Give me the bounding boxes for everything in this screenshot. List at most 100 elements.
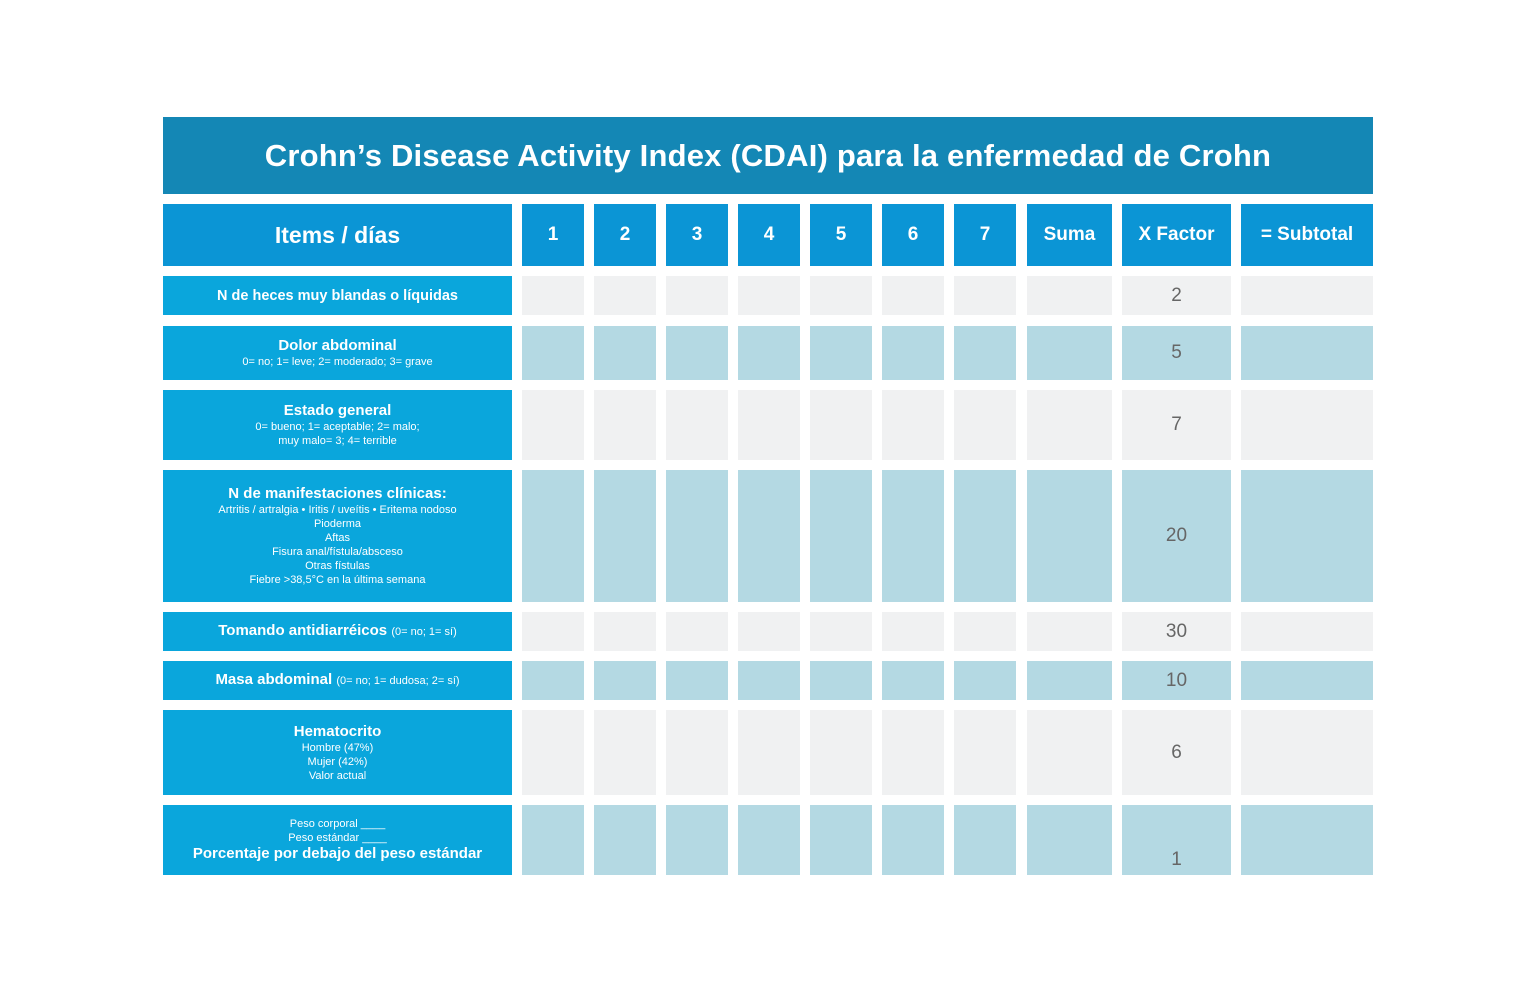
day-7-input-cell[interactable] (954, 710, 1016, 795)
row-title-text: Masa abdominal (215, 671, 333, 688)
row-sublabel: Pioderma (313, 518, 362, 530)
day-6-input-cell[interactable] (882, 710, 944, 795)
day-5-input-cell[interactable] (810, 326, 872, 380)
subtotal-cell[interactable] (1241, 326, 1373, 380)
day-2-input-cell[interactable] (594, 710, 656, 795)
day-1-input-cell[interactable] (522, 710, 584, 795)
day-4-input-cell[interactable] (738, 326, 800, 380)
row-title-text: Hematocrito (293, 722, 382, 740)
day-5-input-cell[interactable] (810, 710, 872, 795)
day-5-input-cell[interactable] (810, 470, 872, 602)
row-title-text: N de manifestaciones clínicas: (228, 485, 447, 502)
day-7-input-cell[interactable] (954, 612, 1016, 651)
day-3-input-cell[interactable] (666, 661, 728, 700)
day-4-input-cell[interactable] (738, 612, 800, 651)
suma-cell[interactable] (1027, 470, 1112, 602)
row-sublabel: Artritis / artralgia • Iritis / uveítis … (218, 504, 457, 516)
subtotal-cell[interactable] (1241, 470, 1373, 602)
day-7-input-cell[interactable] (954, 661, 1016, 700)
day-6-input-cell[interactable] (882, 390, 944, 460)
header-day-7: 7 (954, 204, 1016, 266)
row-sublabel: Peso estándar ____ (288, 832, 387, 844)
day-1-input-cell[interactable] (522, 276, 584, 315)
row-sublabel: 0= no; 1= leve; 2= moderado; 3= grave (242, 356, 433, 368)
day-7-input-cell[interactable] (954, 390, 1016, 460)
day-6-input-cell[interactable] (882, 276, 944, 315)
row-title-text: Tomando antidiarréicos (218, 622, 388, 639)
suma-cell[interactable] (1027, 612, 1112, 651)
day-1-input-cell[interactable] (522, 661, 584, 700)
header-suma: Suma (1027, 204, 1112, 266)
factor-value: 20 (1122, 470, 1231, 602)
subtotal-cell[interactable] (1241, 710, 1373, 795)
day-4-input-cell[interactable] (738, 661, 800, 700)
day-1-input-cell[interactable] (522, 470, 584, 602)
day-7-input-cell[interactable] (954, 276, 1016, 315)
day-5-input-cell[interactable] (810, 612, 872, 651)
row-sublabel: Mujer (42%) (307, 755, 368, 768)
row-title-text: N de heces muy blandas o líquidas (217, 287, 458, 304)
suma-cell[interactable] (1027, 390, 1112, 460)
day-7-input-cell[interactable] (954, 470, 1016, 602)
day-3-input-cell[interactable] (666, 710, 728, 795)
day-3-input-cell[interactable] (666, 276, 728, 315)
day-2-input-cell[interactable] (594, 276, 656, 315)
row-sublabel: Otras fístulas (305, 560, 370, 572)
row-label: N de manifestaciones clínicas: Artritis /… (163, 470, 512, 602)
suma-cell[interactable] (1027, 710, 1112, 795)
suma-cell[interactable] (1027, 805, 1112, 875)
day-2-input-cell[interactable] (594, 390, 656, 460)
subtotal-cell[interactable] (1241, 390, 1373, 460)
day-2-input-cell[interactable] (594, 326, 656, 380)
day-3-input-cell[interactable] (666, 470, 728, 602)
header-items: Items / días (163, 204, 512, 266)
suma-cell[interactable] (1027, 661, 1112, 700)
day-6-input-cell[interactable] (882, 326, 944, 380)
day-3-input-cell[interactable] (666, 390, 728, 460)
day-4-input-cell[interactable] (738, 710, 800, 795)
day-5-input-cell[interactable] (810, 661, 872, 700)
header-day-4: 4 (738, 204, 800, 266)
row-sublabel: Fiebre >38,5°C en la última semana (249, 574, 426, 586)
factor-value: 5 (1122, 326, 1231, 380)
day-3-input-cell[interactable] (666, 612, 728, 651)
subtotal-cell[interactable] (1241, 276, 1373, 315)
factor-value: 1 (1122, 805, 1231, 875)
row-title-text: Porcentaje por debajo del peso estándar (192, 845, 483, 862)
row-sublabel: muy malo= 3; 4= terrible (278, 435, 397, 447)
day-7-input-cell[interactable] (954, 326, 1016, 380)
row-label: Dolor abdominal 0= no; 1= leve; 2= modera… (163, 326, 512, 380)
day-7-input-cell[interactable] (954, 805, 1016, 875)
day-4-input-cell[interactable] (738, 470, 800, 602)
day-1-input-cell[interactable] (522, 805, 584, 875)
factor-value: 6 (1122, 710, 1231, 795)
day-2-input-cell[interactable] (594, 470, 656, 602)
day-4-input-cell[interactable] (738, 805, 800, 875)
row-title: N de manifestaciones clínicas: (228, 485, 446, 503)
day-4-input-cell[interactable] (738, 390, 800, 460)
subtotal-cell[interactable] (1241, 612, 1373, 651)
day-6-input-cell[interactable] (882, 805, 944, 875)
day-1-input-cell[interactable] (522, 390, 584, 460)
suma-cell[interactable] (1027, 276, 1112, 315)
day-5-input-cell[interactable] (810, 276, 872, 315)
day-1-input-cell[interactable] (522, 326, 584, 380)
day-6-input-cell[interactable] (882, 470, 944, 602)
day-3-input-cell[interactable] (666, 805, 728, 875)
day-2-input-cell[interactable] (594, 661, 656, 700)
row-label: Estado general 0= bueno; 1= aceptable; 2=… (163, 390, 512, 460)
row-title: Masa abdominal (0= no; 1= dudosa; 2= sí) (215, 671, 459, 690)
suma-cell[interactable] (1027, 326, 1112, 380)
day-5-input-cell[interactable] (810, 390, 872, 460)
day-6-input-cell[interactable] (882, 612, 944, 651)
day-1-input-cell[interactable] (522, 612, 584, 651)
day-2-input-cell[interactable] (594, 805, 656, 875)
day-5-input-cell[interactable] (810, 805, 872, 875)
day-3-input-cell[interactable] (666, 326, 728, 380)
day-2-input-cell[interactable] (594, 612, 656, 651)
row-sublabel: 0= bueno; 1= aceptable; 2= malo; (255, 421, 420, 433)
day-4-input-cell[interactable] (738, 276, 800, 315)
day-6-input-cell[interactable] (882, 661, 944, 700)
subtotal-cell[interactable] (1241, 661, 1373, 700)
subtotal-cell[interactable] (1241, 805, 1373, 875)
